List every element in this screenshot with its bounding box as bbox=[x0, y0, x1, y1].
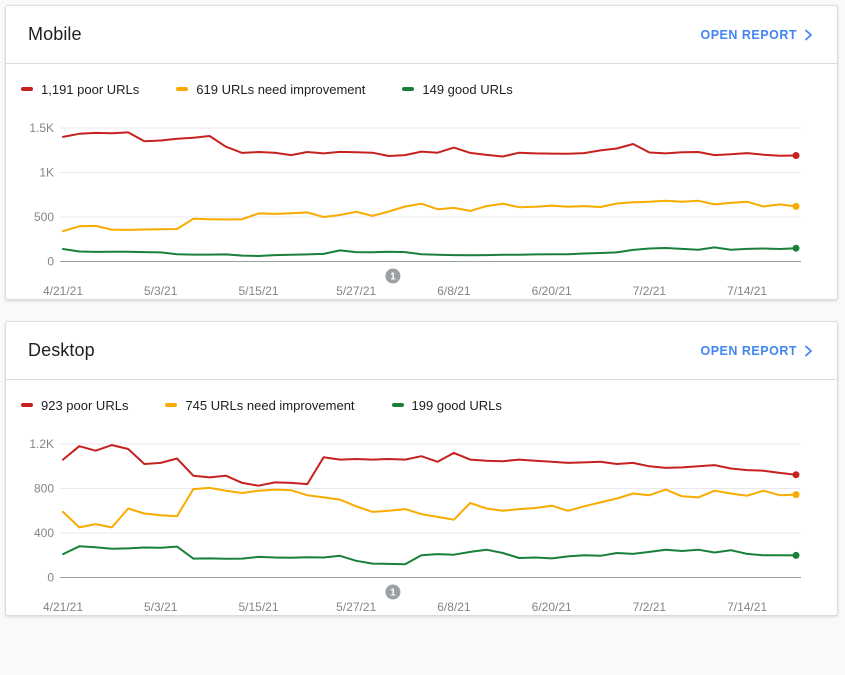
desktop-card: Desktop OPEN REPORT 923 poor URLs 745 URL… bbox=[5, 321, 838, 616]
legend-label: 745 URLs need improvement bbox=[185, 397, 355, 413]
series-end-dot-need-improvement bbox=[792, 202, 800, 210]
desktop-card-header: Desktop OPEN REPORT bbox=[6, 322, 837, 380]
legend-item[interactable]: 745 URLs need improvement bbox=[165, 397, 355, 413]
x-axis-tick-label: 5/3/21 bbox=[144, 284, 178, 298]
legend-mobile: 1,191 poor URLs 619 URLs need improvement… bbox=[6, 64, 837, 99]
annotation-label: 1 bbox=[390, 588, 396, 599]
x-axis-tick-label: 5/3/21 bbox=[144, 600, 178, 614]
legend-dash-icon bbox=[165, 403, 178, 407]
annotation-label: 1 bbox=[390, 272, 396, 283]
chevron-right-icon bbox=[804, 345, 813, 357]
x-axis-tick-label: 6/20/21 bbox=[532, 284, 572, 298]
mobile-card-header: Mobile OPEN REPORT bbox=[6, 6, 837, 64]
chevron-right-icon bbox=[804, 29, 813, 41]
series-line-poor bbox=[62, 131, 797, 158]
x-axis-tick-label: 4/21/21 bbox=[43, 600, 83, 614]
legend-label: 149 good URLs bbox=[422, 81, 513, 97]
x-axis-tick-label: 5/27/21 bbox=[336, 284, 376, 298]
x-axis-tick-label: 6/20/21 bbox=[532, 600, 572, 614]
card-title-mobile: Mobile bbox=[28, 24, 82, 44]
y-axis-tick-label: 400 bbox=[34, 526, 54, 540]
annotation-marker[interactable] bbox=[385, 584, 401, 600]
x-axis-tick-label: 7/14/21 bbox=[727, 284, 767, 298]
series-line-good bbox=[62, 545, 797, 566]
legend-dash-icon bbox=[176, 87, 189, 91]
legend-item[interactable]: 1,191 poor URLs bbox=[21, 82, 139, 97]
legend-label: 619 URLs need improvement bbox=[196, 81, 366, 97]
x-axis-tick-label: 7/2/21 bbox=[633, 600, 667, 614]
open-report-label: OPEN REPORT bbox=[700, 343, 797, 358]
desktop-chart: 1.2K 800 400 0 4/21/21 5/3/21 5/15/21 5/27/21 6/… bbox=[29, 437, 801, 614]
legend-label: 923 poor URLs bbox=[41, 397, 129, 413]
series-line-poor bbox=[62, 444, 797, 487]
legend-label: 1,191 poor URLs bbox=[41, 81, 140, 97]
series-end-dot-good bbox=[792, 551, 800, 559]
y-axis-tick-label: 1.2K bbox=[29, 437, 54, 451]
core-web-vitals-overview: Mobile OPEN REPORT 1,191 poor URLs 619 UR… bbox=[5, 5, 840, 616]
mobile-card: Mobile OPEN REPORT 1,191 poor URLs 619 UR… bbox=[5, 5, 838, 300]
open-report-link-desktop[interactable]: OPEN REPORT bbox=[701, 344, 814, 358]
legend-label: 199 good URLs bbox=[411, 397, 502, 413]
y-axis-tick-label: 1.5K bbox=[29, 121, 54, 135]
legend-desktop: 923 poor URLs 745 URLs need improvement 19… bbox=[6, 380, 837, 415]
x-axis-tick-label: 7/14/21 bbox=[727, 600, 767, 614]
card-title-desktop: Desktop bbox=[28, 340, 95, 360]
y-axis-tick-label: 0 bbox=[47, 571, 54, 585]
legend-item[interactable]: 199 good URLs bbox=[391, 397, 502, 413]
y-axis-tick-label: 0 bbox=[47, 255, 54, 269]
legend-item[interactable]: 149 good URLs bbox=[402, 81, 513, 97]
series-end-dot-poor bbox=[792, 152, 800, 159]
legend-item[interactable]: 619 URLs need improvement bbox=[176, 82, 365, 97]
x-axis-tick-label: 5/27/21 bbox=[336, 600, 376, 614]
open-report-link-mobile[interactable]: OPEN REPORT bbox=[701, 28, 814, 42]
y-axis-tick-label: 800 bbox=[34, 482, 54, 496]
legend-dash-icon bbox=[402, 87, 415, 91]
x-axis-tick-label: 5/15/21 bbox=[238, 600, 278, 614]
legend-item[interactable]: 923 poor URLs bbox=[21, 398, 128, 413]
legend-dash-icon bbox=[21, 403, 33, 407]
y-axis-tick-label: 500 bbox=[34, 210, 54, 224]
x-axis-tick-label: 6/8/21 bbox=[437, 284, 471, 298]
legend-dash-icon bbox=[21, 87, 33, 91]
annotation-marker[interactable] bbox=[385, 268, 401, 284]
open-report-label: OPEN REPORT bbox=[700, 27, 797, 42]
y-axis-tick-label: 1K bbox=[39, 166, 54, 180]
x-axis-tick-label: 5/15/21 bbox=[238, 284, 278, 298]
x-axis-tick-label: 7/2/21 bbox=[633, 284, 667, 298]
series-end-dot-need-improvement bbox=[792, 491, 800, 499]
x-axis-tick-label: 4/21/21 bbox=[43, 284, 83, 298]
series-line-need-improvement bbox=[62, 199, 797, 233]
series-line-need-improvement bbox=[62, 486, 797, 529]
x-axis-tick-label: 6/8/21 bbox=[437, 600, 471, 614]
series-end-dot-good bbox=[792, 244, 800, 252]
legend-dash-icon bbox=[391, 403, 404, 407]
mobile-chart: 1.5K 1K 500 0 4/21/21 5/3/21 5/15/21 5/27/21 6/8… bbox=[29, 121, 801, 298]
series-line-good bbox=[62, 246, 797, 257]
series-end-dot-poor bbox=[792, 471, 800, 479]
